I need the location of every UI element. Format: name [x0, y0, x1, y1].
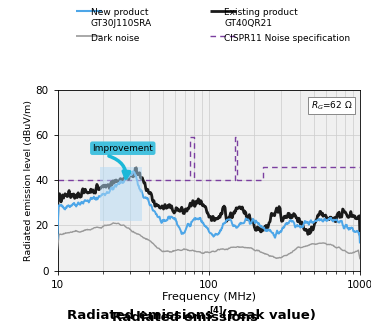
Text: $R_G$=62 $\Omega$: $R_G$=62 $\Omega$ [311, 100, 352, 112]
Text: Existing product
GT40QR21: Existing product GT40QR21 [224, 8, 298, 28]
FancyArrowPatch shape [109, 156, 130, 178]
Bar [100, 167, 142, 221]
Text: CISPR11 Noise specification: CISPR11 Noise specification [224, 34, 351, 43]
Text: Radiated emissions: Radiated emissions [112, 311, 259, 324]
Text: (Peak value): (Peak value) [217, 309, 316, 322]
Text: [4]: [4] [210, 306, 223, 315]
Text: Radiated emissions: Radiated emissions [67, 309, 213, 322]
Y-axis label: Radiated emission level (dBuV∕m): Radiated emission level (dBuV∕m) [24, 100, 33, 260]
Text: New product
GT30J110SRA: New product GT30J110SRA [91, 8, 152, 28]
Text: Dark noise: Dark noise [91, 34, 139, 43]
X-axis label: Frequency (MHz): Frequency (MHz) [162, 292, 256, 303]
Text: Improvement: Improvement [92, 144, 153, 153]
